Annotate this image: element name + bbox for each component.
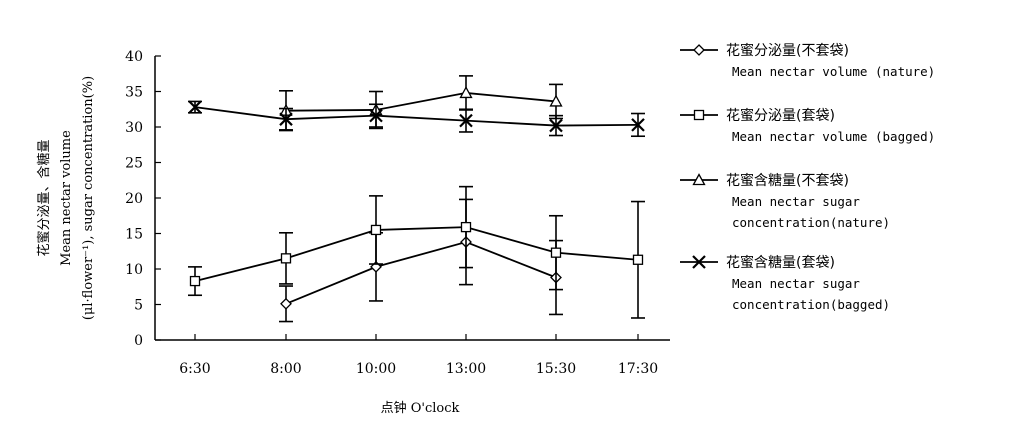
y-tick-label: 30 xyxy=(125,120,143,136)
data-point xyxy=(189,275,201,287)
y-tick-label: 5 xyxy=(134,298,143,314)
series-layer xyxy=(188,75,645,323)
legend-marker xyxy=(693,44,705,56)
legend-item-4: 花蜜含糖量(套袋) Mean nectar sugar concentration(… xyxy=(680,255,890,312)
y-tick-label: 15 xyxy=(125,227,143,243)
legend-label-cn: 花蜜含糖量(套袋) xyxy=(726,255,835,271)
x-tick-label: 10:00 xyxy=(356,361,396,377)
series-4 xyxy=(188,100,645,138)
legend-item-1: 花蜜分泌量(不套袋) Mean nectar volume (nature) xyxy=(680,43,935,79)
data-point xyxy=(631,118,645,132)
legend-label-en: Mean nectar volume (bagged) xyxy=(732,129,935,144)
data-point xyxy=(280,297,292,310)
legend-label-en: Mean nectar sugar xyxy=(732,194,860,209)
y-tick-label: 40 xyxy=(125,49,143,65)
y-tick-label: 25 xyxy=(125,156,143,172)
marker-stroke xyxy=(369,108,383,123)
legend-marker xyxy=(693,109,705,121)
data-point xyxy=(279,112,293,126)
y-tick-label: 10 xyxy=(125,262,143,278)
marker-stroke xyxy=(549,118,563,133)
x-tick-label: 15:30 xyxy=(536,361,576,377)
legend-label-en: Mean nectar sugar xyxy=(732,276,860,291)
y-tick-label: 20 xyxy=(125,191,143,207)
data-point xyxy=(188,100,202,114)
data-point xyxy=(280,253,292,264)
data-point xyxy=(459,113,473,128)
y-tick-label: 0 xyxy=(134,333,143,349)
legend-label-cn: 花蜜含糖量(不套袋) xyxy=(726,173,849,189)
data-point xyxy=(369,108,383,123)
marker-stroke xyxy=(459,113,473,128)
series-2 xyxy=(188,185,645,319)
legend-label-en: concentration(nature) xyxy=(732,215,890,230)
series-3 xyxy=(279,75,563,132)
data-point xyxy=(550,247,562,258)
x-tick-label: 6:30 xyxy=(179,361,210,377)
legend-item-3: 花蜜含糖量(不套袋) Mean nectar sugar concentration… xyxy=(680,173,890,230)
marker-stroke xyxy=(279,112,293,126)
marker-stroke xyxy=(188,100,202,114)
x-tick-label: 8:00 xyxy=(270,361,301,377)
series-line xyxy=(194,106,639,127)
y-axis-title-line: Mean nectar volume xyxy=(59,130,74,266)
x-tick-label: 13:00 xyxy=(446,361,486,377)
marker-stroke xyxy=(692,255,706,269)
x-axis-title: 点钟 O'clock xyxy=(381,400,460,416)
legend-marker xyxy=(692,255,706,269)
series-line xyxy=(194,226,639,282)
y-axis-title-line: (μl·flower⁻¹), sugar concentration(%) xyxy=(81,76,96,320)
y-axis-title-line: 花蜜分泌量、含糖量 xyxy=(36,139,52,256)
series-line xyxy=(285,92,557,112)
legend-label-en: Mean nectar volume (nature) xyxy=(732,64,935,79)
marker-stroke xyxy=(631,118,645,132)
y-tick-label: 35 xyxy=(125,85,143,101)
data-point xyxy=(460,221,472,233)
legend-item-2: 花蜜分泌量(套袋) Mean nectar volume (bagged) xyxy=(680,108,935,144)
legend-label-cn: 花蜜分泌量(套袋) xyxy=(726,108,835,124)
data-point xyxy=(549,94,563,107)
legend: 花蜜分泌量(不套袋)Mean nectar volume (nature)花蜜分… xyxy=(680,43,935,312)
data-point xyxy=(549,118,563,133)
legend-label-cn: 花蜜分泌量(不套袋) xyxy=(726,43,849,59)
series-1 xyxy=(279,198,563,323)
x-tick-label: 17:30 xyxy=(618,361,658,377)
legend-label-en: concentration(bagged) xyxy=(732,297,890,312)
data-point xyxy=(370,224,382,236)
series-line xyxy=(285,241,557,305)
axes: 0 5 10 15 20 25 30 35 40 6:30 8:00 10:00 13:00 15:30 1… xyxy=(125,49,670,377)
axis-labels: 点钟 O'clock 花蜜分泌量、含糖量 Mean nectar volume (μl… xyxy=(36,76,460,416)
data-point xyxy=(632,254,644,265)
data-point xyxy=(459,86,473,99)
legend-marker xyxy=(692,173,706,186)
